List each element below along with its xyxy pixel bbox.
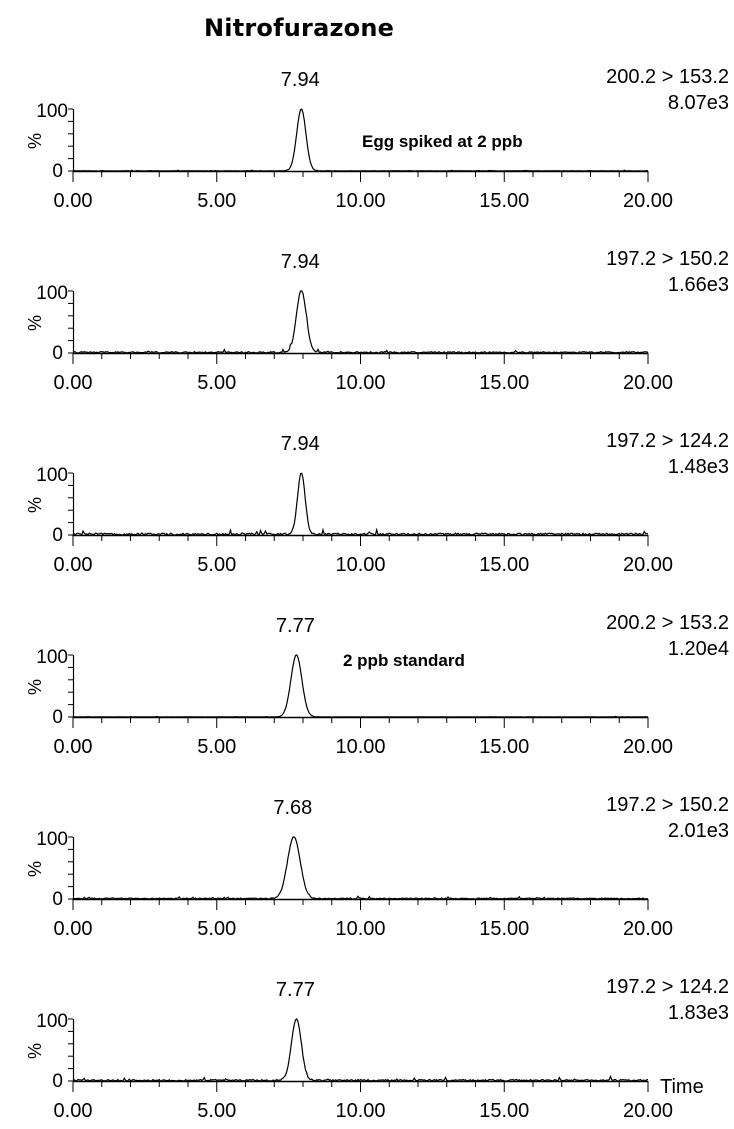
x-tick-label: 15.00 [479,736,529,758]
peak-retention-label: 7.94 [281,433,320,455]
x-tick-label: 20.00 [623,190,673,212]
y-tick-label: 0 [52,525,63,546]
x-tick-label: 5.00 [197,1100,236,1122]
chromatogram-trace [73,108,649,172]
y-axis-label: % [25,315,45,331]
x-tick-label: 10.00 [335,1100,385,1122]
x-tick-label: 0.00 [54,918,93,940]
mrm-transition-label: 197.2 > 124.2 [606,976,729,998]
x-tick-label: 0.00 [54,190,93,212]
x-tick-label: 10.00 [335,372,385,394]
sample-annotation: Egg spiked at 2 ppb [362,132,523,151]
intensity-label: 1.83e3 [668,1002,729,1024]
peak-retention-label: 7.94 [281,69,320,91]
peak-retention-label: 7.94 [281,251,320,273]
y-tick-label: 100 [36,647,68,668]
x-tick-label: 10.00 [335,736,385,758]
y-tick-label: 0 [52,889,63,910]
y-tick-label: 0 [52,707,63,728]
y-tick-label: 0 [52,161,63,182]
x-tick-label: 10.00 [335,918,385,940]
x-tick-label: 15.00 [479,372,529,394]
y-axis-label: % [25,1043,45,1059]
y-axis-label: % [25,133,45,149]
chromatogram-trace [73,654,648,718]
chromatogram-panel: 0.00 5.00 10.00 15.00 20.00 100 0% Time 197.2 > … [25,976,729,1122]
x-tick-label: 5.00 [197,554,236,576]
sample-annotation: 2 ppb standard [343,651,465,670]
x-tick-label: 5.00 [197,190,236,212]
chromatogram-panel: 0.00 5.00 10.00 15.00 20.00 100 0% 200.2 > 153.… [25,612,729,758]
y-axis-label: % [25,497,45,513]
chromatogram-trace [72,290,649,354]
chromatogram-panel: 0.00 5.00 10.00 15.00 20.00 100 0% 200.2 > 153.… [25,66,729,212]
y-tick-label: 0 [52,343,63,364]
mrm-transition-label: 197.2 > 150.2 [606,794,729,816]
x-tick-label: 20.00 [623,918,673,940]
y-axis-label: % [25,679,45,695]
peak-retention-label: 7.77 [276,615,315,637]
x-tick-label: 15.00 [479,554,529,576]
x-tick-label: 10.00 [335,554,385,576]
intensity-label: 1.48e3 [668,456,729,478]
y-tick-label: 100 [36,101,68,122]
chromatogram-trace [72,1018,649,1082]
chromatogram-panel: 0.00 5.00 10.00 15.00 20.00 100 0% 197.2 > 150.… [25,794,729,940]
x-tick-label: 20.00 [623,554,673,576]
figure-title: Nitrofurazone [204,14,395,42]
intensity-label: 8.07e3 [668,92,729,114]
x-tick-label: 20.00 [623,736,673,758]
intensity-label: 1.66e3 [668,274,729,296]
x-axis-label: Time [660,1076,704,1098]
x-tick-label: 5.00 [197,372,236,394]
chromatogram-trace [72,836,649,900]
peak-retention-label: 7.68 [273,797,312,819]
y-tick-label: 100 [36,829,68,850]
y-tick-label: 100 [36,465,68,486]
x-tick-label: 0.00 [54,372,93,394]
x-tick-label: 0.00 [54,1100,93,1122]
x-tick-label: 0.00 [54,554,93,576]
chromatogram-trace [72,472,649,537]
intensity-label: 1.20e4 [668,638,729,660]
x-tick-label: 5.00 [197,918,236,940]
intensity-label: 2.01e3 [668,820,729,842]
peak-retention-label: 7.77 [276,979,315,1001]
mrm-transition-label: 197.2 > 124.2 [606,430,729,452]
y-tick-label: 0 [52,1071,63,1092]
x-tick-label: 5.00 [197,736,236,758]
x-tick-label: 15.00 [479,190,529,212]
x-tick-label: 10.00 [335,190,385,212]
chromatogram-panel: 0.00 5.00 10.00 15.00 20.00 100 0% 197.2 > 124.… [25,430,729,576]
x-tick-label: 0.00 [54,736,93,758]
x-tick-label: 15.00 [479,918,529,940]
mrm-transition-label: 197.2 > 150.2 [606,248,729,270]
mrm-transition-label: 200.2 > 153.2 [606,612,729,634]
y-axis-label: % [25,861,45,877]
chromatogram-panel: 0.00 5.00 10.00 15.00 20.00 100 0% 197.2 > 150.… [25,248,729,394]
x-tick-label: 20.00 [623,372,673,394]
mrm-transition-label: 200.2 > 153.2 [606,66,729,88]
x-tick-label: 15.00 [479,1100,529,1122]
y-tick-label: 100 [36,283,68,304]
x-tick-label: 20.00 [623,1100,673,1122]
y-tick-label: 100 [36,1011,68,1032]
